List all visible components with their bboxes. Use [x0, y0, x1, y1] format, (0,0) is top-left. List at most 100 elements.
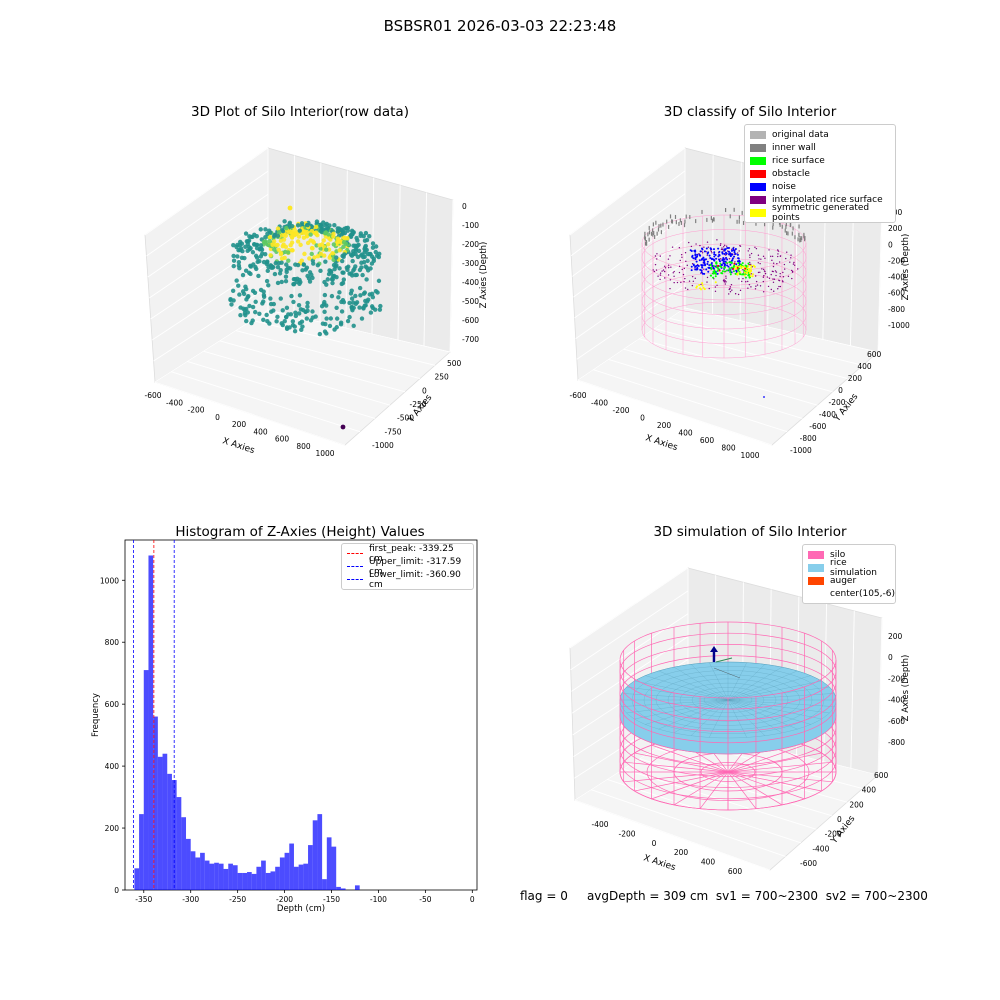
legend-entry: rice simulation — [808, 558, 890, 578]
y-tick-label: 400 — [105, 762, 120, 771]
legend-entry: first_peak: -339.25 cm — [347, 544, 468, 564]
x-tick-label: -50 — [419, 895, 431, 904]
silo-wireframe-front — [619, 659, 837, 811]
z-tick: 0 — [462, 202, 467, 211]
histogram-bar — [251, 873, 257, 890]
y-tick: -600 — [800, 859, 817, 868]
y-tick: -200 — [825, 830, 842, 839]
histogram-bar — [354, 885, 360, 890]
sv1-value: sv1 = 700~2300 — [715, 889, 819, 903]
legend-label: rice surface — [772, 155, 825, 166]
y-tick-label: 0 — [114, 886, 119, 895]
histogram-bar — [218, 863, 224, 890]
status-line: flag = 0 avgDepth = 309 cm sv1 = 700~230… — [520, 889, 928, 903]
histogram-bar — [200, 852, 205, 890]
histogram-bar — [340, 888, 346, 890]
legend-label: auger — [830, 575, 857, 586]
x-tick: -600 — [569, 391, 586, 400]
histogram-bar — [228, 863, 233, 890]
auger-marker — [710, 646, 741, 679]
x-tick-label: -300 — [182, 895, 199, 904]
histogram-bar — [181, 817, 187, 890]
legend-entry: noise — [750, 180, 890, 193]
x-tick: 400 — [253, 427, 268, 436]
legend-swatch — [750, 143, 766, 152]
legend-swatch — [750, 195, 766, 204]
histogram-bar — [293, 866, 299, 890]
histogram-bar — [214, 862, 219, 890]
z-tick: -400 — [888, 273, 905, 282]
y-tick: 600 — [867, 350, 882, 359]
legend-entry: silo — [808, 548, 890, 561]
histogram-x-label: Depth (cm) — [277, 904, 325, 914]
z-tick: -500 — [462, 297, 479, 306]
outlier-point — [340, 424, 346, 430]
panel2-legend: original data inner wall rice surface obsta… — [744, 124, 896, 223]
panel2-title: 3D classify of Silo Interior — [663, 104, 837, 120]
legend-swatch — [750, 208, 766, 217]
legend-label: obstacle — [772, 168, 810, 179]
panel3-title: Histogram of Z-Axies (Height) Values — [175, 524, 425, 540]
legend-label: symmetric generated points — [772, 202, 870, 223]
legend-swatch — [808, 589, 824, 598]
histogram-bar — [247, 872, 252, 890]
x-tick-label: -150 — [323, 895, 340, 904]
histogram-bar — [284, 852, 290, 890]
x-tick: -400 — [591, 399, 608, 408]
legend-entry: rice surface — [750, 154, 890, 167]
y-tick: 200 — [849, 800, 864, 809]
z-tick: 0 — [888, 653, 893, 662]
histogram-bar — [317, 814, 323, 890]
legend-label: center(105,-6) — [830, 588, 895, 599]
y-tick: 500 — [447, 359, 462, 368]
histogram-bar — [312, 820, 318, 890]
legend-label: original data — [772, 129, 829, 140]
x-tick: -200 — [618, 829, 635, 838]
histogram-bar — [331, 846, 337, 890]
legend-label: interpolated rice surface — [772, 194, 883, 205]
x-tick-label: 0 — [470, 895, 475, 904]
legend-entry: auger — [808, 574, 890, 587]
legend-line-swatch — [347, 579, 363, 580]
legend-swatch — [808, 550, 824, 559]
y-tick: -400 — [819, 410, 836, 419]
histogram-bar — [308, 845, 313, 890]
legend-swatch — [750, 169, 766, 178]
histogram-reference-lines — [133, 540, 175, 890]
histogram-bar — [275, 866, 280, 890]
y-tick: -400 — [812, 844, 829, 853]
panel2-ticks: -600 -400 -200 0 200 400 600 800 1000 600 400 200 0 -… — [569, 208, 910, 460]
z-tick: 200 — [888, 224, 903, 233]
legend-swatch — [808, 576, 824, 585]
histogram-bar — [326, 837, 332, 890]
simulation-3d-plot: -400 -200 0 200 400 600 600 400 200 0 -200 -400 -600… — [569, 567, 911, 876]
y-tick: 0 — [838, 386, 843, 395]
y-tick-label: 600 — [105, 700, 120, 709]
x-tick: 600 — [275, 435, 290, 444]
y-tick-label: 800 — [105, 638, 120, 647]
histogram-bar — [336, 886, 341, 890]
panel1-z-label: Z Axies (Depth) — [479, 242, 489, 309]
histogram-y-ticks: 0 200 400 600 800 1000 — [100, 576, 125, 895]
histogram-bar — [322, 879, 327, 890]
z-tick: -200 — [888, 256, 905, 265]
x-tick: 0 — [640, 414, 645, 423]
panel4-x-label: X Axies — [642, 853, 677, 873]
histogram-bar — [162, 753, 168, 890]
y-tick: 0 — [422, 386, 427, 395]
histogram-bar — [167, 773, 172, 890]
z-tick: -400 — [462, 278, 479, 287]
legend-swatch — [808, 563, 824, 572]
legend-entry: interpolated rice surface — [750, 193, 890, 206]
classify-3d-plot: -600 -400 -200 0 200 400 600 800 1000 600 400 200 0 -… — [569, 147, 911, 460]
histogram-bar — [204, 860, 210, 890]
panel4-grid — [569, 567, 883, 871]
y-tick-label: 200 — [105, 824, 120, 833]
histogram-bar — [289, 843, 294, 890]
avg-depth-value: avgDepth = 309 cm — [586, 889, 709, 903]
x-tick: -200 — [187, 406, 204, 415]
legend-label: first_peak: -339.25 cm — [369, 543, 454, 564]
x-tick: 0 — [652, 839, 657, 848]
panel1-y-label: Y Axies — [406, 393, 435, 426]
histogram-bar — [265, 872, 271, 890]
